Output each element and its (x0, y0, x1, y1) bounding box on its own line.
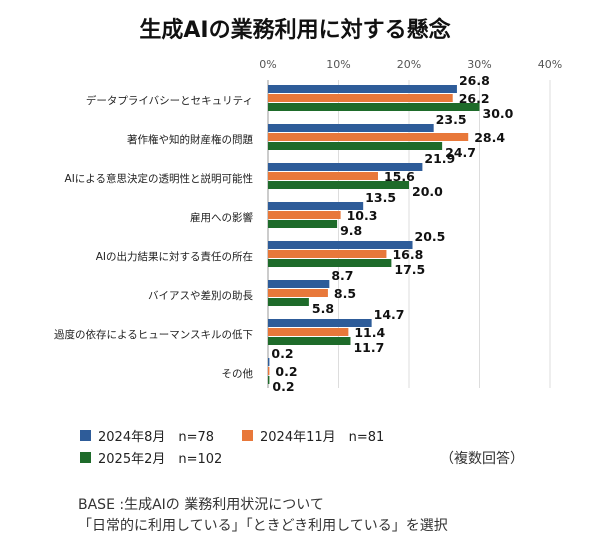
data-label: 8.5 (334, 286, 356, 301)
x-tick-label: 30% (467, 58, 491, 71)
bar (268, 172, 378, 180)
data-label: 24.7 (445, 145, 476, 160)
legend-label-feb-2025: 2025年2月 n=102 (98, 452, 223, 467)
bar (268, 211, 341, 219)
data-label: 26.2 (459, 91, 490, 106)
x-tick-label: 0% (259, 58, 276, 71)
multiple-answers-note: （複数回答） (440, 451, 524, 467)
bar (268, 298, 309, 306)
x-tick-label: 10% (326, 58, 350, 71)
data-label: 0.2 (275, 364, 297, 379)
bar (268, 103, 480, 111)
data-label: 30.0 (483, 106, 514, 121)
bar (268, 280, 330, 288)
bar (268, 241, 413, 249)
bar (268, 202, 364, 210)
legend-swatch-feb-2025 (80, 452, 91, 463)
bar (268, 85, 457, 93)
legend-label-nov-2024: 2024年11月 n=81 (260, 430, 385, 445)
category-label: バイアスや差別の助長 (148, 289, 253, 302)
data-label: 26.8 (459, 73, 490, 88)
data-label: 15.6 (384, 169, 415, 184)
data-label: 28.4 (474, 130, 505, 145)
x-tick-label: 20% (397, 58, 421, 71)
data-label: 20.0 (412, 184, 443, 199)
x-tick-label: 40% (538, 58, 562, 71)
data-label: 5.8 (312, 301, 334, 316)
data-label: 0.2 (272, 379, 294, 394)
bar (268, 220, 338, 228)
bar (268, 250, 387, 258)
category-label: 著作権や知的財産権の問題 (127, 133, 253, 146)
bar (268, 94, 453, 102)
legend-item-aug-2024: 2024年8月 n=78 (80, 426, 214, 445)
category-label: データプライバシーとセキュリティ (86, 94, 253, 107)
category-label: AIの出力結果に対する責任の所在 (96, 250, 253, 263)
data-label: 14.7 (374, 307, 405, 322)
data-label: 8.7 (331, 268, 353, 283)
bar (268, 259, 392, 267)
bar (268, 133, 469, 141)
data-label: 11.4 (354, 325, 385, 340)
data-label: 11.7 (353, 340, 384, 355)
chart-title: 生成AIの業務利用に対する懸念 (139, 18, 451, 43)
data-label: 20.5 (415, 229, 446, 244)
bar (268, 328, 349, 336)
data-label: 17.5 (394, 262, 425, 277)
bar (268, 124, 434, 132)
base-note-line2: 「日常的に利用している」「ときどき利用している」を選択 (78, 518, 448, 534)
bar (268, 319, 372, 327)
bar (268, 337, 351, 345)
data-label: 10.3 (347, 208, 378, 223)
data-label: 21.9 (424, 151, 455, 166)
legend-item-nov-2024: 2024年11月 n=81 (242, 426, 384, 445)
bar (268, 367, 270, 375)
category-label: 過度の依存によるヒューマンスキルの低下 (54, 328, 253, 341)
data-label: 16.8 (392, 247, 423, 262)
bar (268, 163, 423, 171)
legend-label-aug-2024: 2024年8月 n=78 (98, 430, 215, 445)
legend-item-feb-2025: 2025年2月 n=102 (80, 448, 222, 467)
legend-swatch-aug-2024 (80, 430, 91, 441)
bar (268, 142, 443, 150)
bar (268, 289, 328, 297)
category-label: AIによる意思決定の透明性と説明可能性 (65, 172, 253, 185)
category-label: 雇用への影響 (190, 211, 253, 224)
data-label: 23.5 (436, 112, 467, 127)
bar (268, 181, 409, 189)
base-note-line1: BASE :生成AIの 業務利用状況について (78, 497, 324, 513)
data-label: 9.8 (340, 223, 362, 238)
data-label: 13.5 (365, 190, 396, 205)
bar (268, 376, 270, 384)
data-label: 0.2 (271, 346, 293, 361)
category-label: その他 (222, 367, 254, 380)
legend-swatch-nov-2024 (242, 430, 253, 441)
bar (268, 358, 270, 366)
